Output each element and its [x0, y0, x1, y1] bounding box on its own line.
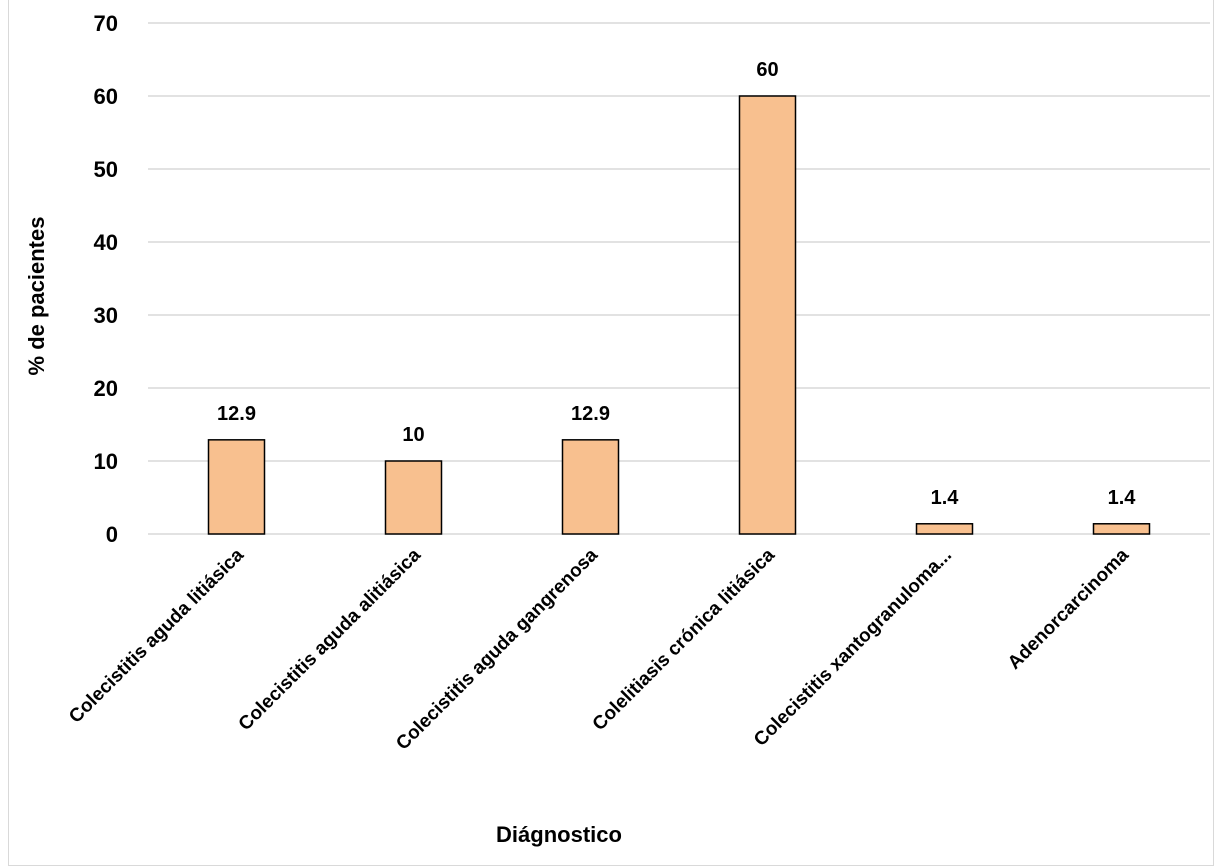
- x-tick-label: Colecistitis aguda alitiásica: [235, 544, 426, 735]
- bar: [738, 95, 797, 535]
- x-axis-categories: Colecistitis aguda litiásicaColecistitis…: [65, 544, 1133, 754]
- x-tick-label: Colelitiasis crónica litiásica: [589, 544, 780, 735]
- y-tick-label: 50: [94, 157, 118, 182]
- data-label: 1.4: [1108, 487, 1137, 509]
- bar: [915, 523, 974, 535]
- chart-frame: [8, 0, 1214, 866]
- x-axis-title: Diágnostico: [496, 822, 622, 847]
- x-tick-label: Colecistitis aguda gangrenosa: [392, 544, 602, 754]
- data-label: 60: [756, 59, 778, 81]
- y-tick-label: 60: [94, 84, 118, 109]
- bar: [561, 439, 620, 535]
- y-axis-ticks: 0 10 20 30 40 50 60 70: [94, 11, 118, 547]
- y-tick-label: 0: [106, 522, 118, 547]
- y-tick-label: 30: [94, 303, 118, 328]
- data-label: 12.9: [571, 403, 610, 425]
- y-tick-label: 20: [94, 376, 118, 401]
- data-label: 12.9: [217, 403, 256, 425]
- bar: [1092, 523, 1151, 535]
- bars: [207, 95, 1151, 535]
- data-label: 10: [402, 424, 424, 446]
- y-tick-label: 70: [94, 11, 118, 36]
- y-tick-label: 40: [94, 230, 118, 255]
- x-tick-label: Colecistitis xantogranuloma...: [750, 545, 956, 751]
- x-tick-label: Colecistitis aguda litiásica: [65, 544, 248, 727]
- gridlines: [148, 22, 1210, 535]
- data-labels: 12.9 10 12.9 60 1.4 1.4: [217, 59, 1136, 509]
- data-label: 1.4: [931, 487, 960, 509]
- bar: [207, 439, 266, 535]
- y-axis-title: % de pacientes: [24, 217, 49, 376]
- x-tick-label: Adenorcarcinoma: [1004, 544, 1133, 673]
- bar: [384, 460, 443, 535]
- y-tick-label: 10: [94, 449, 118, 474]
